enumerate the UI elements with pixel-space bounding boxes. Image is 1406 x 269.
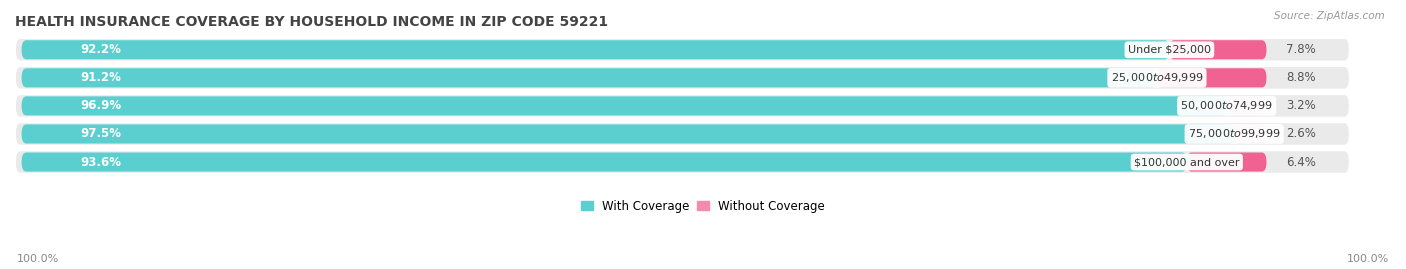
FancyBboxPatch shape bbox=[15, 38, 1350, 62]
Text: 3.2%: 3.2% bbox=[1286, 100, 1316, 112]
FancyBboxPatch shape bbox=[15, 94, 1350, 118]
FancyBboxPatch shape bbox=[1226, 96, 1267, 115]
Text: 97.5%: 97.5% bbox=[80, 128, 121, 140]
FancyBboxPatch shape bbox=[21, 96, 1226, 115]
Text: 2.6%: 2.6% bbox=[1286, 128, 1316, 140]
FancyBboxPatch shape bbox=[1187, 153, 1267, 172]
FancyBboxPatch shape bbox=[21, 125, 1234, 144]
Text: 6.4%: 6.4% bbox=[1286, 155, 1316, 169]
Text: Under $25,000: Under $25,000 bbox=[1128, 45, 1211, 55]
Text: 100.0%: 100.0% bbox=[17, 254, 59, 264]
Legend: With Coverage, Without Coverage: With Coverage, Without Coverage bbox=[576, 195, 830, 217]
Text: $50,000 to $74,999: $50,000 to $74,999 bbox=[1181, 100, 1272, 112]
FancyBboxPatch shape bbox=[15, 150, 1350, 174]
FancyBboxPatch shape bbox=[15, 122, 1350, 146]
Text: 96.9%: 96.9% bbox=[80, 100, 122, 112]
FancyBboxPatch shape bbox=[1234, 125, 1267, 144]
Text: Source: ZipAtlas.com: Source: ZipAtlas.com bbox=[1274, 11, 1385, 21]
Text: 93.6%: 93.6% bbox=[80, 155, 121, 169]
FancyBboxPatch shape bbox=[15, 66, 1350, 90]
FancyBboxPatch shape bbox=[21, 40, 1170, 59]
FancyBboxPatch shape bbox=[1170, 40, 1267, 59]
FancyBboxPatch shape bbox=[21, 153, 1187, 172]
Text: 8.8%: 8.8% bbox=[1286, 71, 1316, 84]
Text: 100.0%: 100.0% bbox=[1347, 254, 1389, 264]
FancyBboxPatch shape bbox=[21, 68, 1157, 87]
Text: HEALTH INSURANCE COVERAGE BY HOUSEHOLD INCOME IN ZIP CODE 59221: HEALTH INSURANCE COVERAGE BY HOUSEHOLD I… bbox=[15, 15, 609, 29]
Text: 92.2%: 92.2% bbox=[80, 43, 121, 56]
Text: $25,000 to $49,999: $25,000 to $49,999 bbox=[1111, 71, 1204, 84]
Text: 91.2%: 91.2% bbox=[80, 71, 121, 84]
Text: 7.8%: 7.8% bbox=[1286, 43, 1316, 56]
Text: $75,000 to $99,999: $75,000 to $99,999 bbox=[1188, 128, 1281, 140]
FancyBboxPatch shape bbox=[1157, 68, 1267, 87]
Text: $100,000 and over: $100,000 and over bbox=[1135, 157, 1240, 167]
